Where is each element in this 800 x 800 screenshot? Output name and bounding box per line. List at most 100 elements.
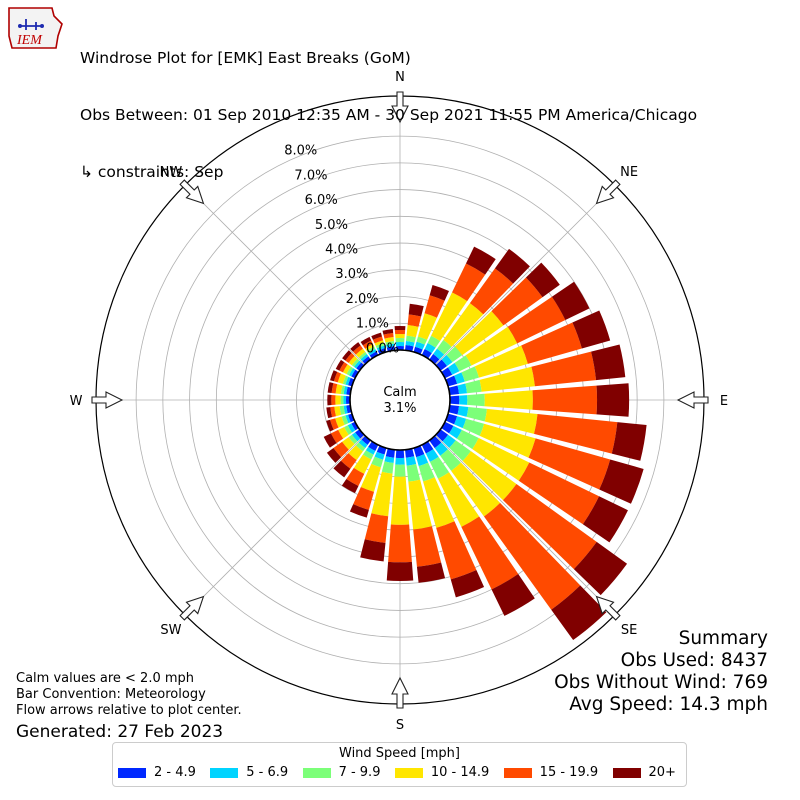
grid-spoke [184,184,365,365]
direction-label: N [395,70,405,85]
windrose-bar-segment [331,383,338,394]
windrose-bar-segment [479,423,536,458]
windrose-bar-segment [521,322,582,364]
windrose-bar-segment [436,521,477,580]
windrose-bar-segment [454,372,465,384]
windrose-bar-segment [351,432,361,442]
windrose-bar-segment [413,526,442,567]
direction-label: S [396,718,404,733]
windrose-bar-segment [374,340,384,346]
windrose-bar-segment [582,496,628,543]
windrose-bar-segment [408,479,432,530]
flow-arrow-icon [179,595,205,621]
windrose-bar-segment [327,394,332,406]
legend-swatch [503,767,532,778]
windrose-bar-segment [374,451,385,460]
windrose-bar-segment [343,386,348,395]
page-title: Windrose Plot for [EMK] East Breaks (GoM… [80,49,411,67]
windrose-bar-segment [351,421,359,431]
legend-swatch [394,767,423,778]
windrose-bar-segment [326,407,333,419]
windrose-bar-segment [327,382,334,394]
windrose-bar-segment [461,366,479,382]
windrose-bar-segment [348,368,356,377]
direction-label: E [720,394,728,409]
legend-title: Wind Speed [mph] [339,746,460,761]
windrose-bar-segment [531,351,597,387]
windrose-bar-segment [355,348,366,358]
windrose-bar-segment [350,342,361,352]
radial-tick-label: 7.0% [294,168,327,183]
calm-circle [349,349,451,451]
legend-item: 15 - 19.9 [503,765,598,780]
windrose-bar-segment [446,346,463,363]
windrose-bar-segment [456,429,479,450]
grid-spoke [435,435,616,616]
windrose-bar-segment [406,464,421,482]
radial-tick-label: 5.0% [315,218,348,233]
windrose-bar-segment [461,516,519,590]
windrose-bar-segment [343,395,347,405]
windrose-bar-segment [386,343,395,348]
legend-swatch [302,767,331,778]
windrose-bar-segment [354,360,362,369]
windrose-bar-segment [326,448,342,463]
windrose-bar-segment [330,370,338,382]
flow-arrow-icon [179,179,205,205]
avg-speed: Avg Speed: 14.3 mph [569,694,768,715]
windrose-bar-segment [449,440,471,461]
windrose-bar-segment [386,561,414,582]
windrose-bar-segment [484,390,533,410]
windrose-bar-segment [360,354,369,362]
windrose-bar-segment [406,335,416,343]
windrose-bar-segment [472,438,530,481]
windrose-bar-segment [342,437,355,450]
windrose-bar-segment [345,353,355,363]
windrose-bar-segment [346,366,354,376]
windrose-bar-segment [337,373,346,384]
windrose-bar-segment [450,569,485,598]
windrose-bar-segment [348,377,355,387]
flow-arrow-shape [179,179,205,205]
windrose-bar-segment [365,446,376,455]
windrose-bar-segment [340,453,357,469]
flow-arrow-shape [595,595,621,621]
windrose-bar-segment [377,348,387,355]
radial-tick-label: 6.0% [305,193,338,208]
windrose-bar-segment [394,325,406,331]
windrose-bar-segment [371,471,393,517]
windrose-bar-segment [518,462,600,525]
windrose-bar-segment [368,348,377,356]
windrose-bar-segment [395,333,405,339]
windrose-bar-segment [348,445,363,461]
windrose-bar-segment [361,435,371,445]
calm-note: Calm values are < 2.0 mph [16,671,195,686]
windrose-bar-segment [440,449,461,471]
flow-arrow-icon [595,595,621,621]
windrose-bar-segment [345,396,351,404]
windrose-bar-segment [611,422,647,461]
radial-tick-label: 2.0% [346,292,379,307]
windrose-bar-segment [418,462,435,482]
windrose-bar-segment [395,337,405,343]
legend-label: 2 - 4.9 [154,765,196,780]
legend-item: 2 - 4.9 [118,765,196,780]
windrose-bar-segment [405,456,417,466]
flow-arrow-shape [179,595,205,621]
windrose-bar-segment [381,461,394,474]
windrose-bar-segment [390,476,410,525]
legend-item: 7 - 9.9 [302,765,380,780]
windrose-bar-segment [528,438,611,490]
windrose-bar-segment [330,418,339,430]
windrose-bar-segment [429,354,440,365]
windrose-bar-segment [429,456,450,479]
windrose-bar-segment [408,303,424,317]
windrose-bar-segment [345,414,351,424]
windrose-bar-segment [433,348,445,360]
windrose-bar-segment [348,434,358,445]
windrose-bar-segment [343,405,348,414]
legend-item: 20+ [612,765,676,780]
windrose-bar-segment [551,585,607,641]
windrose-bar-segment [532,385,598,415]
windrose-bar-segment [355,429,365,439]
